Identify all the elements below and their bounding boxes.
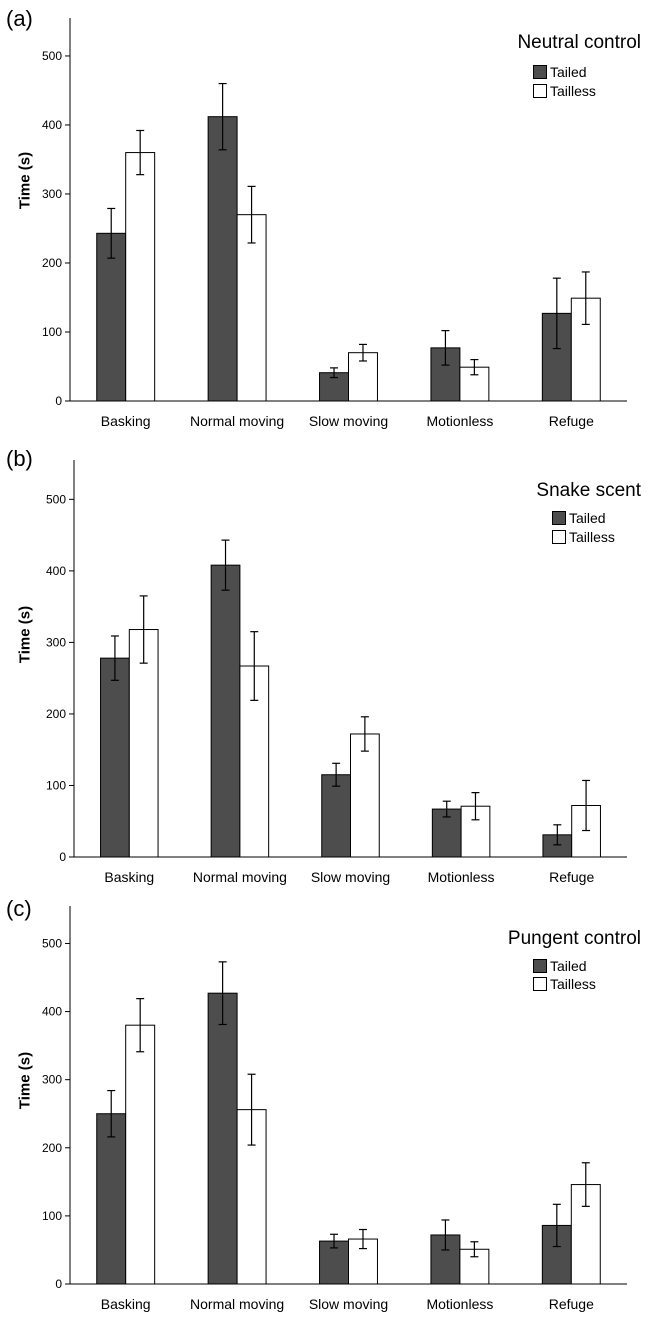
bar-tailed [96,1113,127,1285]
y-tick-label: 0 [55,394,62,408]
x-tick-label: Refuge [549,413,594,429]
legend-label-tailless: Tailless [569,529,615,545]
chart-title: Pungent control [507,928,641,949]
x-tick-label: Basking [104,869,154,885]
y-tick-label: 400 [42,118,62,132]
bar-tailed [207,116,238,402]
y-tick-label: 100 [46,778,66,792]
y-tick-label: 400 [46,564,66,578]
y-tick-label: 500 [42,49,62,63]
bar-chart-svg: 0 100 200 300 400 500 Basking Normal moving Slow… [42,18,627,429]
legend-item-tailed: Tailed [533,958,587,974]
x-tick-label: Normal moving [190,413,284,429]
x-tick-label: Slow moving [309,1296,388,1312]
legend-swatch-tailless [552,530,566,544]
y-tick-label: 0 [59,850,66,864]
x-tick-label: Slow moving [309,413,388,429]
x-tick-label: Slow moving [311,869,390,885]
bar-tailless [125,1024,156,1285]
x-tick-label: Basking [101,413,151,429]
legend-label-tailed: Tailed [550,64,587,80]
chart-panel-a: (a) Neutral control Tailed Tailless Time… [0,0,647,440]
panel-label: (c) [6,896,32,921]
x-tick-label: Normal moving [193,869,287,885]
bar-tailed [96,232,127,402]
x-tick-label: Refuge [549,869,594,885]
y-tick-label: 400 [42,1005,62,1019]
x-tick-label: Basking [101,1296,151,1312]
y-tick-label: 200 [42,1141,62,1155]
y-tick-label: 0 [55,1277,62,1291]
legend-item-tailless: Tailless [533,976,596,992]
panel-label: (b) [6,446,33,471]
chart-panel-b: (b) Snake scent Tailed Tailless Time (s)… [0,440,647,890]
legend-label-tailed: Tailed [569,510,606,526]
y-tick-label: 300 [42,187,62,201]
legend-item-tailless: Tailless [533,83,596,99]
legend-swatch-tailed [533,65,547,79]
legend-label-tailless: Tailless [550,83,596,99]
chart-title: Neutral control [517,32,641,53]
y-tick-label: 100 [42,1209,62,1223]
legend-label-tailless: Tailless [550,976,596,992]
legend-item-tailed: Tailed [552,510,606,526]
y-tick-label: 100 [42,325,62,339]
bar-tailless [128,629,159,858]
x-tick-label: Motionless [428,869,495,885]
panel-label: (a) [6,6,33,31]
y-tick-label: 200 [46,707,66,721]
x-tick-label: Refuge [549,1296,594,1312]
legend-swatch-tailless [533,977,547,991]
legend-item-tailless: Tailless [552,529,615,545]
bar-tailless [125,152,156,402]
y-tick-label: 300 [42,1073,62,1087]
y-tick-label: 300 [46,635,66,649]
bar-tailed [210,564,241,858]
bar-chart-svg: 0 100 200 300 400 500 Basking Normal moving Slow… [46,460,627,885]
legend-swatch-tailed [533,959,547,973]
legend-swatch-tailless [533,84,547,98]
x-tick-label: Motionless [426,413,493,429]
bar-tailed [321,774,351,858]
legend-swatch-tailed [552,511,566,525]
legend-item-tailed: Tailed [533,64,587,80]
chart-title: Snake scent [536,480,641,501]
bar-tailed [100,657,130,858]
y-tick-label: 500 [42,936,62,950]
bar-tailless [236,214,267,402]
x-tick-label: Motionless [426,1296,493,1312]
bar-tailed [207,992,238,1285]
chart-panel-c: (c) Pungent control Tailed Tailless Time… [0,890,647,1321]
legend-label-tailed: Tailed [550,958,587,974]
bar-tailless [350,733,380,858]
y-tick-label: 200 [42,256,62,270]
x-tick-label: Normal moving [190,1296,284,1312]
bar-chart-svg: 0 100 200 300 400 500 Basking Normal moving Slow… [42,906,627,1312]
y-tick-label: 500 [46,492,66,506]
